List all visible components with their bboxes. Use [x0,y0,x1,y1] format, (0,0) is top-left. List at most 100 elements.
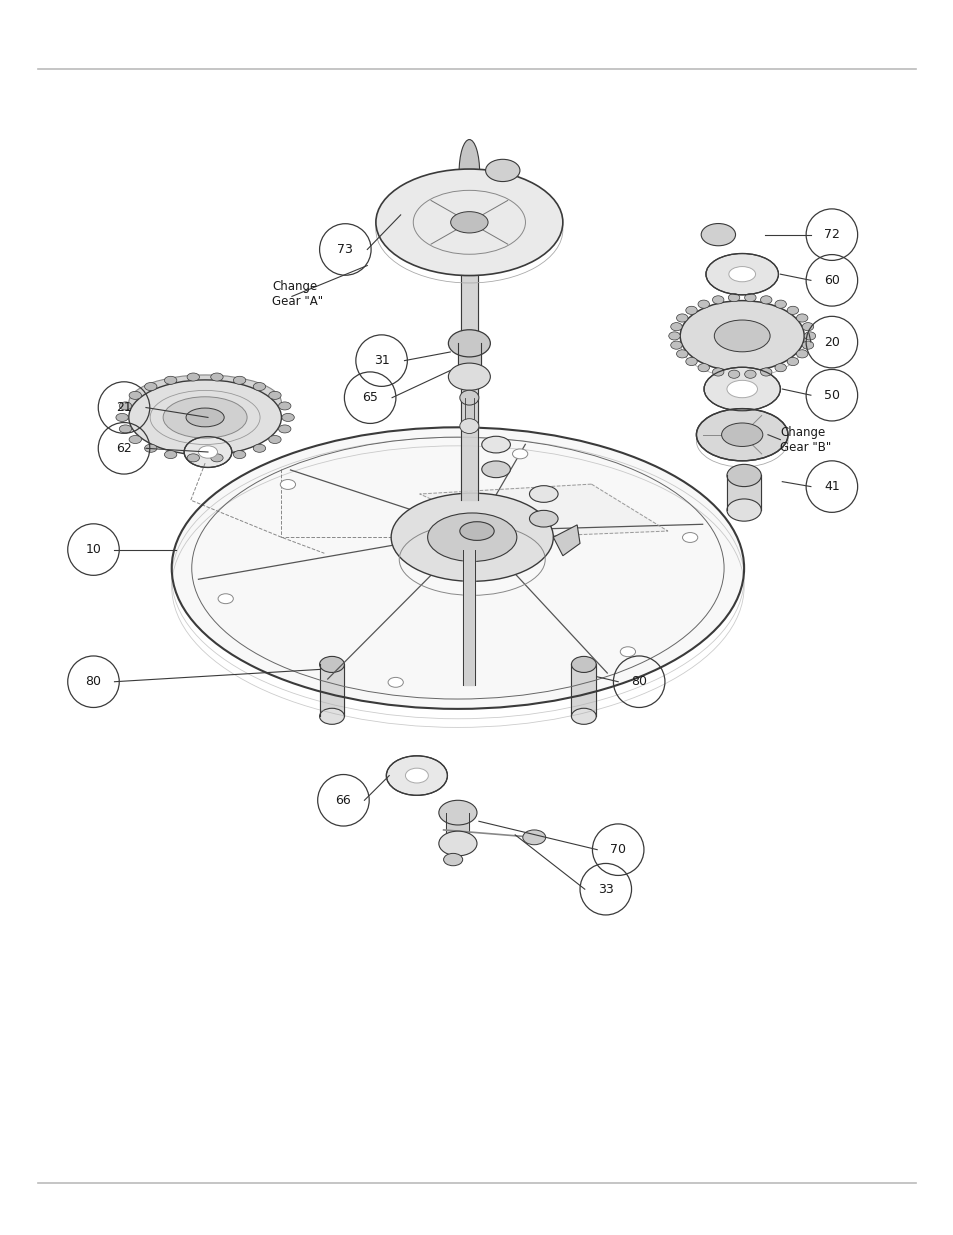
Ellipse shape [760,295,771,304]
Text: 80: 80 [631,676,646,688]
Ellipse shape [388,677,403,687]
Ellipse shape [184,437,232,468]
Ellipse shape [278,425,291,433]
Ellipse shape [481,461,510,478]
Ellipse shape [280,479,295,489]
Ellipse shape [427,513,517,562]
Ellipse shape [187,453,199,462]
Ellipse shape [211,373,223,382]
Ellipse shape [685,357,697,366]
Ellipse shape [796,350,807,358]
Ellipse shape [485,159,519,182]
Ellipse shape [172,427,743,709]
Ellipse shape [712,295,723,304]
Ellipse shape [145,383,157,390]
Ellipse shape [529,485,558,503]
Ellipse shape [269,391,281,399]
Ellipse shape [187,373,199,382]
Ellipse shape [796,314,807,322]
Ellipse shape [233,451,246,458]
Text: 41: 41 [823,480,839,493]
Ellipse shape [119,425,132,433]
Ellipse shape [319,708,344,724]
Ellipse shape [459,521,494,541]
Ellipse shape [253,383,265,390]
Ellipse shape [728,267,755,282]
Ellipse shape [726,380,757,398]
Ellipse shape [712,368,723,377]
Text: 21: 21 [116,401,132,414]
Ellipse shape [233,377,246,384]
Ellipse shape [670,322,681,331]
Ellipse shape [700,224,735,246]
Ellipse shape [319,657,344,672]
Text: Change
Gear "B": Change Gear "B" [780,426,831,453]
Text: 65: 65 [362,391,377,404]
Text: 72: 72 [823,228,839,241]
Text: 73: 73 [337,243,353,256]
Ellipse shape [705,253,778,295]
Ellipse shape [774,363,785,372]
Ellipse shape [676,314,687,322]
Ellipse shape [438,800,476,825]
Ellipse shape [668,332,679,340]
Text: 80: 80 [86,676,101,688]
Ellipse shape [448,363,490,390]
Ellipse shape [129,436,141,443]
Text: 50: 50 [823,389,839,401]
Ellipse shape [696,409,787,461]
Ellipse shape [450,211,488,233]
Ellipse shape [145,445,157,452]
Ellipse shape [375,169,562,275]
Ellipse shape [163,396,247,438]
Ellipse shape [459,390,478,405]
Polygon shape [419,484,667,537]
Text: 70: 70 [610,844,625,856]
Ellipse shape [803,332,815,340]
Ellipse shape [164,377,176,384]
Ellipse shape [619,647,635,657]
Ellipse shape [726,464,760,487]
Text: 31: 31 [374,354,389,367]
Ellipse shape [186,408,224,427]
Ellipse shape [129,375,281,430]
Ellipse shape [529,510,558,527]
Ellipse shape [571,708,596,724]
Ellipse shape [676,350,687,358]
Ellipse shape [679,300,803,372]
Ellipse shape [119,401,132,410]
Ellipse shape [405,768,428,783]
Ellipse shape [269,436,281,443]
Ellipse shape [727,294,739,301]
Ellipse shape [801,341,813,350]
Ellipse shape [744,370,756,378]
Ellipse shape [386,756,447,795]
Text: Change
Gear "A": Change Gear "A" [272,280,323,308]
Ellipse shape [218,594,233,604]
Ellipse shape [720,422,762,447]
Polygon shape [553,525,579,556]
Ellipse shape [726,499,760,521]
Ellipse shape [703,367,780,411]
Ellipse shape [129,391,141,399]
Ellipse shape [670,341,681,350]
Text: 60: 60 [823,274,839,287]
Ellipse shape [727,370,739,378]
Ellipse shape [443,853,462,866]
Ellipse shape [391,493,553,582]
Ellipse shape [198,446,217,458]
Ellipse shape [786,357,798,366]
Ellipse shape [164,451,176,458]
Ellipse shape [281,414,294,421]
Text: 10: 10 [86,543,101,556]
Ellipse shape [571,657,596,672]
Ellipse shape [458,140,479,206]
Ellipse shape [786,306,798,315]
Ellipse shape [512,450,527,459]
Ellipse shape [152,382,258,416]
Ellipse shape [698,363,709,372]
Ellipse shape [522,830,545,845]
Ellipse shape [459,419,478,433]
Text: 62: 62 [116,442,132,454]
Ellipse shape [438,831,476,856]
